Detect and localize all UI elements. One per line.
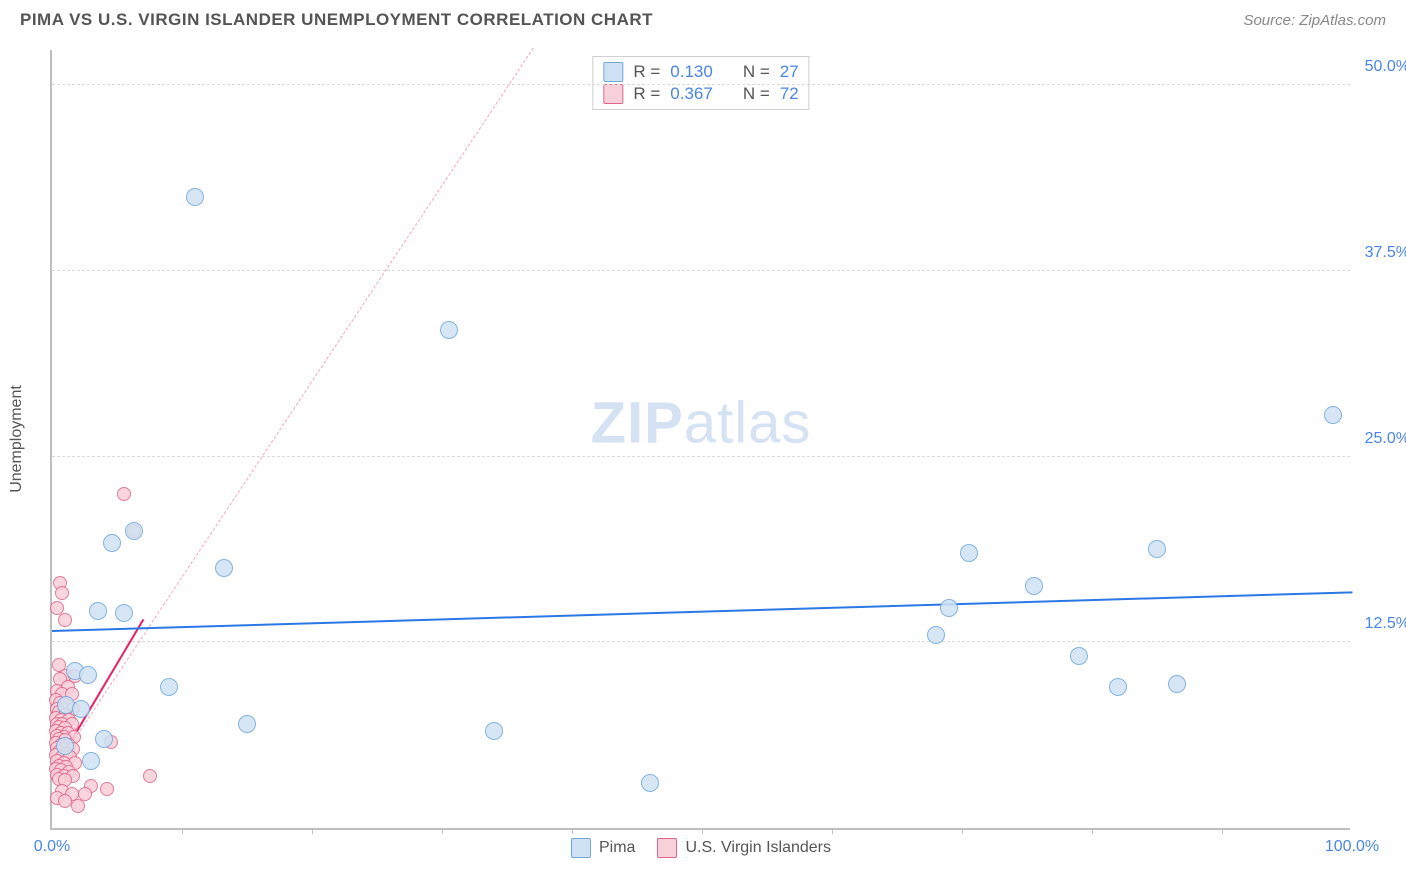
- x-tick-mark: [182, 828, 183, 834]
- data-point: [485, 722, 503, 740]
- stat-legend-row: R = 0.130 N = 27: [603, 61, 798, 83]
- n-value: 27: [780, 62, 799, 82]
- r-value: 0.367: [670, 84, 713, 104]
- data-point: [58, 613, 72, 627]
- x-tick-mark: [962, 828, 963, 834]
- chart-source: Source: ZipAtlas.com: [1243, 12, 1386, 29]
- n-label: N =: [743, 84, 770, 104]
- trend-line: [52, 591, 1352, 632]
- data-point: [1324, 406, 1342, 424]
- data-point: [238, 715, 256, 733]
- data-point: [160, 678, 178, 696]
- data-point: [79, 666, 97, 684]
- data-point: [215, 559, 233, 577]
- data-point: [55, 586, 69, 600]
- data-point: [960, 544, 978, 562]
- data-point: [100, 782, 114, 796]
- data-point: [440, 321, 458, 339]
- data-point: [940, 599, 958, 617]
- r-label: R =: [633, 84, 660, 104]
- chart-header: PIMA VS U.S. VIRGIN ISLANDER UNEMPLOYMEN…: [0, 0, 1406, 36]
- gridline: [52, 84, 1350, 85]
- legend-item: U.S. Virgin Islanders: [657, 838, 831, 858]
- x-tick-mark: [702, 828, 703, 834]
- data-point: [1070, 647, 1088, 665]
- legend-item: Pima: [571, 838, 635, 858]
- plot-area: Unemployment ZIPatlas R =0.130N =27R =0.…: [50, 50, 1350, 830]
- data-point: [927, 626, 945, 644]
- data-point: [115, 604, 133, 622]
- legend-swatch: [603, 62, 623, 82]
- r-label: R =: [633, 62, 660, 82]
- data-point: [82, 752, 100, 770]
- y-tick-label: 12.5%: [1355, 615, 1406, 633]
- x-tick-mark: [572, 828, 573, 834]
- data-point: [143, 769, 157, 783]
- gridline: [52, 270, 1350, 271]
- n-value: 72: [780, 84, 799, 104]
- data-point: [56, 737, 74, 755]
- data-point: [125, 522, 143, 540]
- x-tick-mark: [1092, 828, 1093, 834]
- data-point: [72, 700, 90, 718]
- data-point: [1148, 540, 1166, 558]
- stat-legend-row: R = 0.367 N = 72: [603, 83, 798, 105]
- data-point: [641, 774, 659, 792]
- x-tick-mark: [1222, 828, 1223, 834]
- x-tick-label: 0.0%: [34, 838, 70, 856]
- y-tick-label: 37.5%: [1355, 244, 1406, 262]
- data-point: [58, 794, 72, 808]
- watermark: ZIPatlas: [591, 390, 812, 457]
- x-tick-label: 100.0%: [1325, 838, 1379, 856]
- legend-swatch: [571, 838, 591, 858]
- data-point: [95, 730, 113, 748]
- data-point: [1168, 675, 1186, 693]
- data-point: [52, 658, 66, 672]
- x-tick-mark: [442, 828, 443, 834]
- y-tick-label: 50.0%: [1355, 58, 1406, 76]
- legend-label: U.S. Virgin Islanders: [685, 839, 831, 857]
- trend-line-dashed: [54, 47, 533, 768]
- data-point: [89, 602, 107, 620]
- data-point: [186, 188, 204, 206]
- legend-swatch: [603, 84, 623, 104]
- data-point: [1109, 678, 1127, 696]
- gridline: [52, 641, 1350, 642]
- data-point: [71, 799, 85, 813]
- legend-label: Pima: [599, 839, 635, 857]
- data-point: [117, 487, 131, 501]
- y-axis-title: Unemployment: [8, 385, 26, 493]
- stat-legend: R = 0.130 N = 27 R = 0.367 N = 72: [592, 56, 809, 110]
- chart-title: PIMA VS U.S. VIRGIN ISLANDER UNEMPLOYMEN…: [20, 10, 653, 30]
- x-tick-mark: [312, 828, 313, 834]
- x-tick-mark: [832, 828, 833, 834]
- data-point: [1025, 577, 1043, 595]
- data-point: [103, 534, 121, 552]
- gridline: [52, 456, 1350, 457]
- y-tick-label: 25.0%: [1355, 430, 1406, 448]
- series-legend: Pima U.S. Virgin Islanders: [571, 838, 831, 858]
- n-label: N =: [743, 62, 770, 82]
- r-value: 0.130: [670, 62, 713, 82]
- legend-swatch: [657, 838, 677, 858]
